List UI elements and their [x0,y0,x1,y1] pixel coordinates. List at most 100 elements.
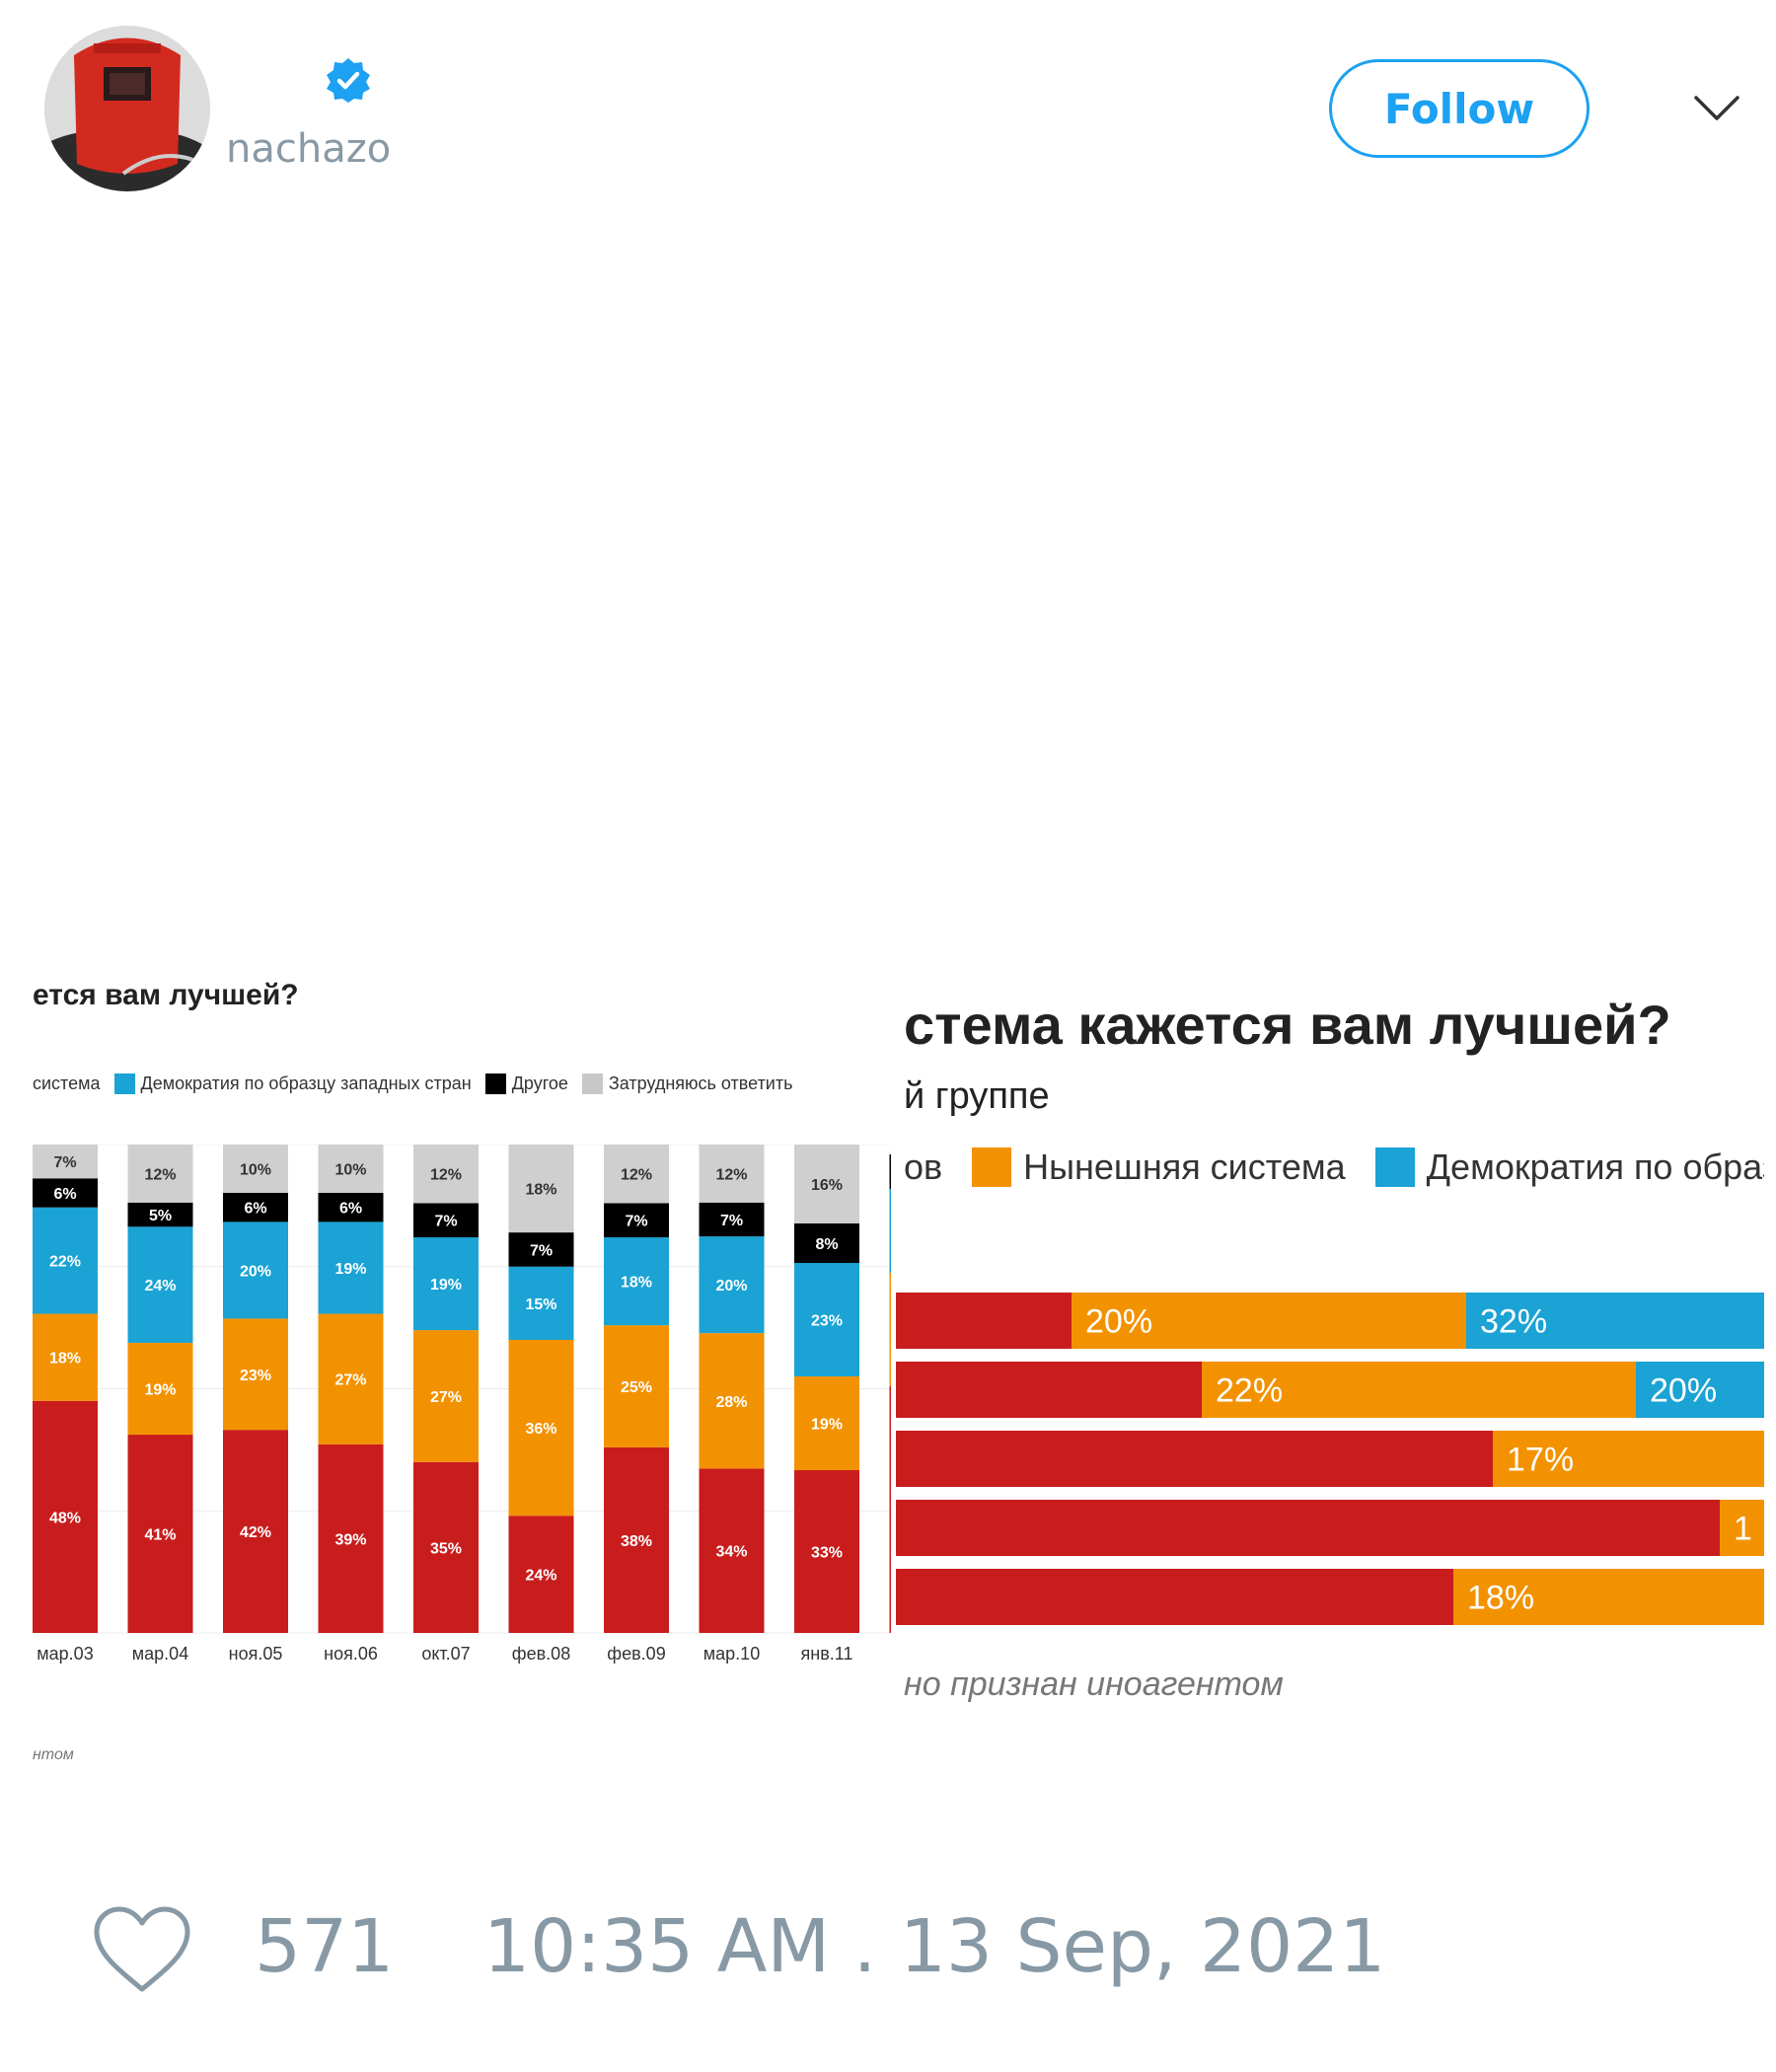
left-bar-segment [604,1145,669,1204]
like-count: 571 [255,1904,395,1989]
right-chart-subtitle: й группе [904,1075,1050,1117]
left-bar-segment [413,1461,479,1633]
left-bar-value-label: 22% [49,1254,81,1271]
left-category-label: янв.11 [801,1644,853,1664]
left-category-label: мар.03 [37,1644,93,1664]
left-bar-value-label: 15% [525,1296,556,1313]
left-bar-segment [223,1221,288,1319]
left-bar-segment [33,1313,98,1401]
left-bar-value-label: 28% [715,1394,747,1411]
left-bar-value-label: 33% [811,1545,843,1562]
left-bar-value-label: 12% [144,1166,176,1183]
left-bar-segment [33,1207,98,1314]
left-category-label: окт.07 [421,1644,470,1664]
right-legend: ов Нынешняя система Демократия по образц [904,1147,1764,1188]
right-bar-segment [896,1500,1720,1556]
chevron-down-icon[interactable] [1693,93,1740,122]
tweet-image-left[interactable]: ется вам лучшей? система Демократия по о… [33,957,891,1776]
right-bar-segment [1072,1293,1466,1349]
left-bar-segment [33,1400,98,1633]
left-bar-segment [223,1430,288,1633]
right-legend-label-0: ов [904,1147,943,1187]
left-bar-value-label: 12% [715,1166,747,1183]
left-bar-segment [127,1145,193,1203]
left-bar-value-label: 19% [334,1261,366,1278]
tweet-image-right[interactable]: стема кажется вам лучшей? й группе ов Ны… [896,957,1764,1776]
left-legend-label-3: Затрудняюсь ответить [608,1073,793,1093]
left-chart-title: ется вам лучшей? [33,979,299,1011]
left-legend-label-0: система [33,1073,101,1093]
left-category-label: ноя.06 [324,1644,378,1664]
left-bar-segment [318,1443,384,1633]
left-bar-segment [33,1178,98,1208]
tweet-timestamp[interactable]: 10:35 AM . 13 Sep, 2021 [483,1904,1386,1989]
right-bar-segment [1466,1293,1764,1349]
left-bar-value-label: 27% [430,1389,462,1406]
left-bar-value-label: 10% [240,1162,271,1179]
left-bar-segment [33,1145,98,1179]
right-bar-value-label: 20% [1085,1303,1152,1341]
right-bar-segment [896,1431,1493,1487]
left-bar-segment [413,1203,479,1238]
left-bar-value-label: 6% [53,1186,76,1203]
left-bar-segment [699,1145,765,1203]
verified-badge-icon [327,58,370,103]
left-bar-chart: 48% 18% 22% 6% 7% мар.03 41% 19% 24% 5% 12% мар.04 4… [33,1145,891,1664]
left-bar-value-label: 38% [621,1533,652,1550]
left-bar-value-label: 12% [621,1167,652,1184]
left-legend-swatch-3 [581,1073,603,1094]
left-bar-value-label: 34% [715,1544,747,1561]
left-bar-segment [318,1145,384,1194]
left-bar-segment [413,1237,479,1331]
right-bar-segment [896,1293,1072,1349]
left-legend-label-1: Демократия по образцу западных стран [140,1073,472,1093]
right-bar-segment [1636,1362,1764,1418]
left-bar-value-label: 18% [525,1182,556,1199]
left-legend-label-2: Другое [511,1073,568,1093]
left-bar-segment [604,1237,669,1326]
left-bar-value-label: 42% [240,1524,271,1541]
avatar-photo [44,26,210,191]
user-handle[interactable]: nachazo [226,126,392,172]
left-bar-value-label: 23% [811,1313,843,1330]
left-bar-value-label: 7% [53,1154,76,1171]
left-legend: система Демократия по образцу западных с… [33,1073,793,1094]
left-bar-value-label: 19% [811,1417,843,1434]
left-bar-value-label: 10% [334,1162,366,1179]
left-bar-value-label: 20% [715,1278,747,1295]
follow-button[interactable]: Follow [1329,59,1590,158]
left-bar-value-label: 7% [434,1214,457,1230]
left-bar-segment [318,1193,384,1222]
left-bar-value-label: 7% [625,1214,647,1230]
heart-icon[interactable] [91,1904,193,1995]
left-bar-segment [604,1203,669,1238]
left-bar-value-label: 19% [144,1382,176,1399]
left-bar-value-label: 24% [144,1278,176,1295]
left-bar-partial [889,1386,891,1633]
left-bar-segment [604,1325,669,1447]
left-bar-segment [318,1313,384,1444]
left-bar-value-label: 5% [149,1208,172,1224]
right-legend-label-1: Нынешняя система [1023,1147,1346,1187]
left-category-label: ноя.05 [229,1644,283,1664]
left-bar-segment [699,1333,765,1469]
right-bar-value-label: 1 [1734,1511,1752,1548]
left-bar-value-label: 19% [430,1277,462,1294]
left-legend-swatch-1 [113,1073,135,1094]
right-bar-segment [1720,1500,1764,1556]
left-bar-segment [794,1470,859,1633]
left-bar-segment [794,1376,859,1470]
left-bar-segment [223,1193,288,1222]
left-bar-value-label: 23% [240,1368,271,1384]
left-bar-value-label: 36% [525,1421,556,1438]
left-bar-segment [794,1263,859,1376]
avatar[interactable] [44,26,210,191]
right-bar-chart: 20% 32% 22% 20% 17% 1 18% [896,1293,1764,1625]
left-bar-segment [508,1340,574,1517]
left-legend-swatch-2 [484,1073,506,1094]
left-bar-segment [223,1318,288,1431]
right-bar-value-label: 22% [1216,1372,1283,1410]
left-bar-value-label: 12% [430,1167,462,1184]
left-bar-value-label: 48% [49,1510,81,1526]
left-bar-value-label: 7% [720,1213,743,1229]
